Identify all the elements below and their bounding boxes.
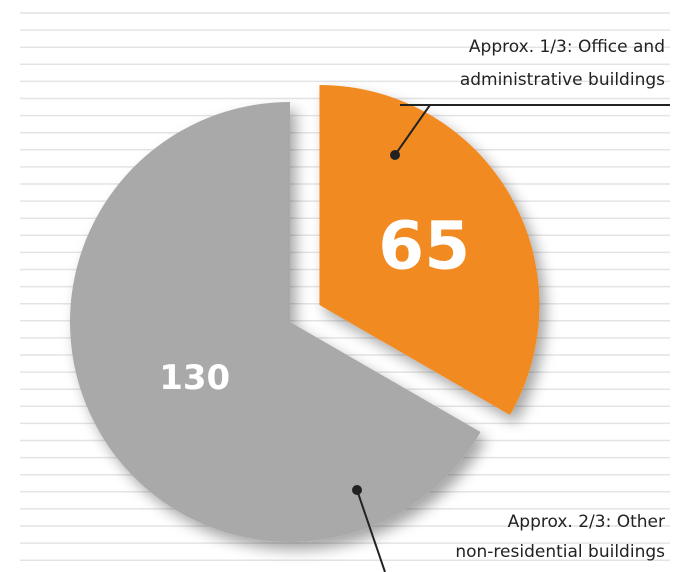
annotations: Approx. 1/3: Office and administrative bu… <box>352 37 670 572</box>
category-label: Approx. 2/3: Other <box>508 512 665 532</box>
data-label: 65 <box>378 207 470 284</box>
data-label: 130 <box>159 358 230 398</box>
leader-line <box>394 104 431 156</box>
leader-line <box>356 489 386 572</box>
category-label: non-residential buildings <box>455 542 665 562</box>
pie-slice <box>319 85 540 415</box>
category-label: administrative buildings <box>460 70 665 90</box>
pie: 65 130 <box>69 85 540 542</box>
category-label: Approx. 1/3: Office and <box>469 37 665 57</box>
pie-slice <box>69 102 481 542</box>
leader-dot <box>390 150 400 160</box>
leader-dot <box>352 485 362 495</box>
